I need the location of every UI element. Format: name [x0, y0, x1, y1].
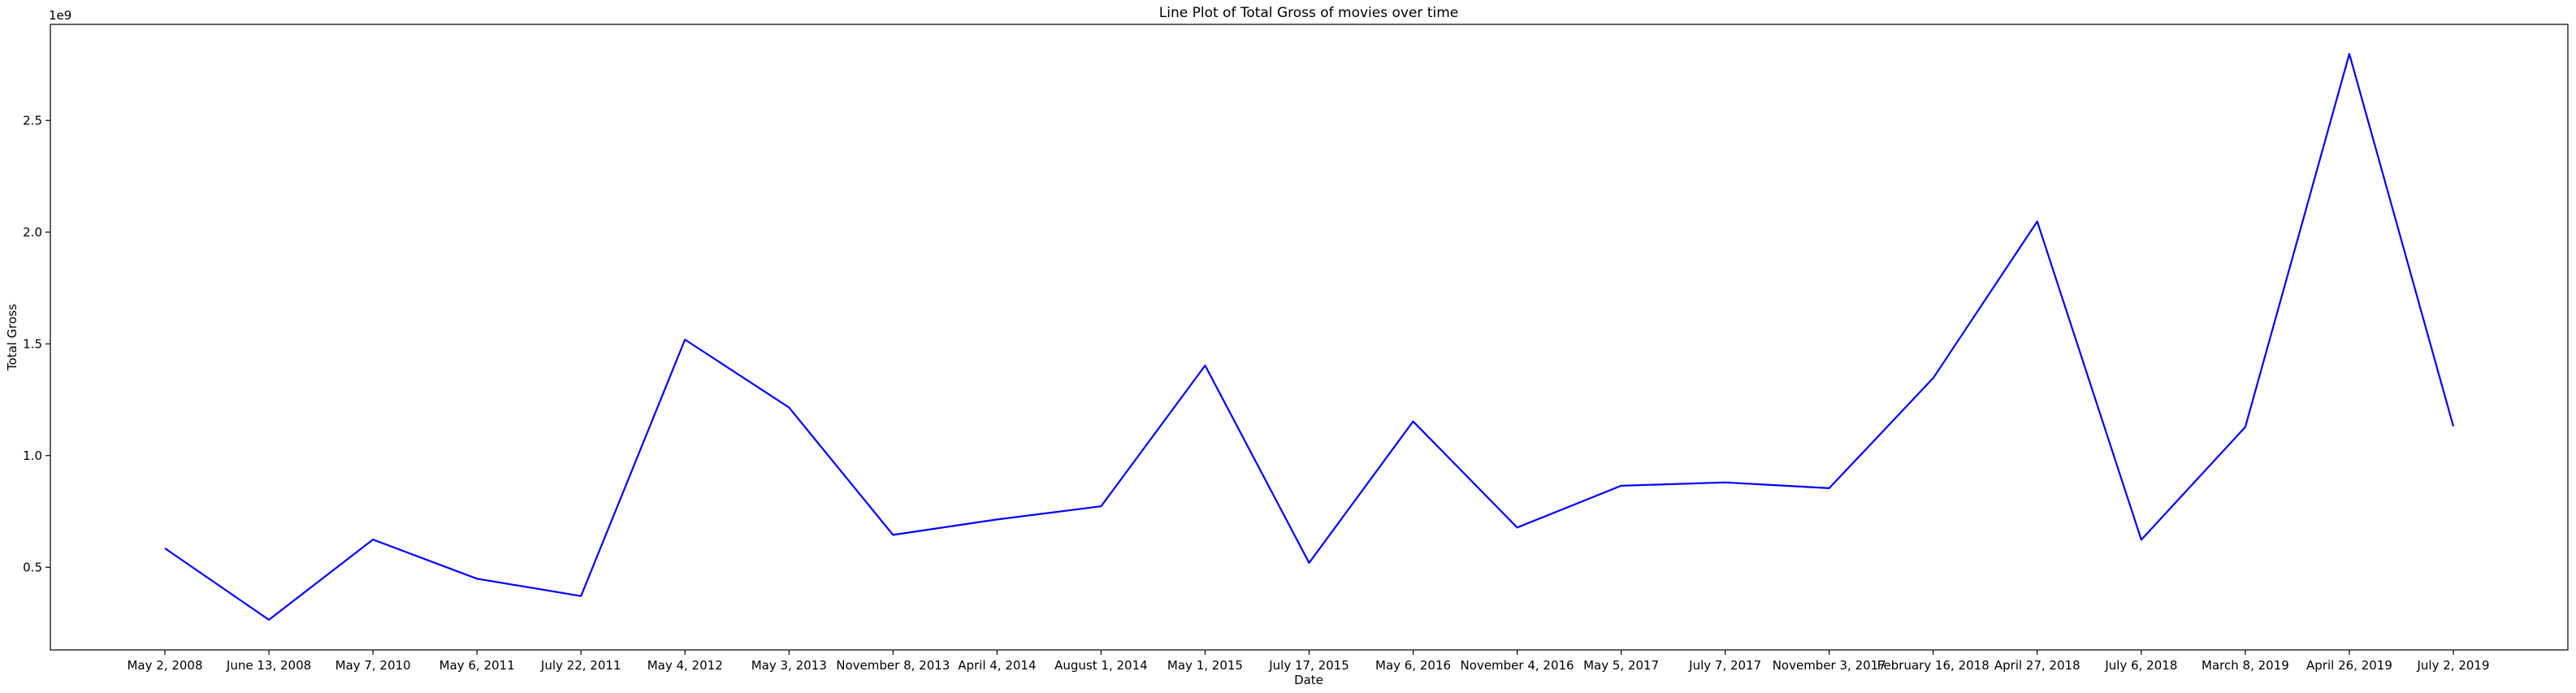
- x-tick-label: May 4, 2012: [647, 658, 723, 673]
- y-tick-label: 2.0: [23, 225, 42, 240]
- y-tick-label: 0.5: [23, 560, 42, 574]
- x-tick-label: April 4, 2014: [958, 658, 1036, 673]
- y-tick-label: 1.0: [23, 448, 42, 463]
- x-tick-label: May 7, 2010: [336, 658, 411, 673]
- x-tick-label: February 16, 2018: [1877, 658, 1989, 673]
- x-tick-label: July 22, 2011: [540, 658, 621, 673]
- x-tick-label: April 26, 2019: [2306, 658, 2392, 673]
- x-tick-label: May 5, 2017: [1583, 658, 1659, 673]
- x-tick-label: April 27, 2018: [1994, 658, 2080, 673]
- x-tick-label: July 2, 2019: [2417, 658, 2490, 673]
- x-axis-label: Date: [1294, 673, 1323, 687]
- x-axis-ticks: May 2, 2008 June 13, 2008 May 7, 2010 May 6…: [127, 650, 2490, 673]
- x-tick-label: May 6, 2011: [439, 658, 515, 673]
- plot-frame: [50, 24, 2569, 651]
- x-tick-label: July 17, 2015: [1268, 658, 1349, 673]
- y-axis-label: Total Gross: [5, 304, 19, 371]
- x-tick-label: July 7, 2017: [1688, 658, 1761, 673]
- y-tick-label: 1.5: [23, 336, 42, 351]
- x-tick-label: May 1, 2015: [1167, 658, 1243, 673]
- series-line: [164, 53, 2455, 622]
- y-offset-label: 1e9: [49, 8, 71, 23]
- x-tick-label: July 6, 2018: [2104, 658, 2177, 673]
- x-tick-label: November 8, 2013: [836, 658, 950, 673]
- x-tick-label: November 3, 2017: [1773, 658, 1886, 673]
- x-tick-label: May 2, 2008: [127, 658, 202, 673]
- x-tick-label: June 13, 2008: [226, 658, 311, 673]
- y-axis-ticks: 0.5 1.0 1.5 2.0 2.5: [23, 113, 50, 574]
- x-tick-label: November 4, 2016: [1461, 658, 1574, 673]
- x-tick-label: May 3, 2013: [751, 658, 827, 673]
- y-tick-label: 2.5: [23, 113, 42, 128]
- chart-title: Line Plot of Total Gross of movies over …: [1159, 5, 1458, 21]
- x-tick-label: August 1, 2014: [1054, 658, 1148, 673]
- x-tick-label: March 8, 2019: [2202, 658, 2289, 673]
- x-tick-label: May 6, 2016: [1375, 658, 1451, 673]
